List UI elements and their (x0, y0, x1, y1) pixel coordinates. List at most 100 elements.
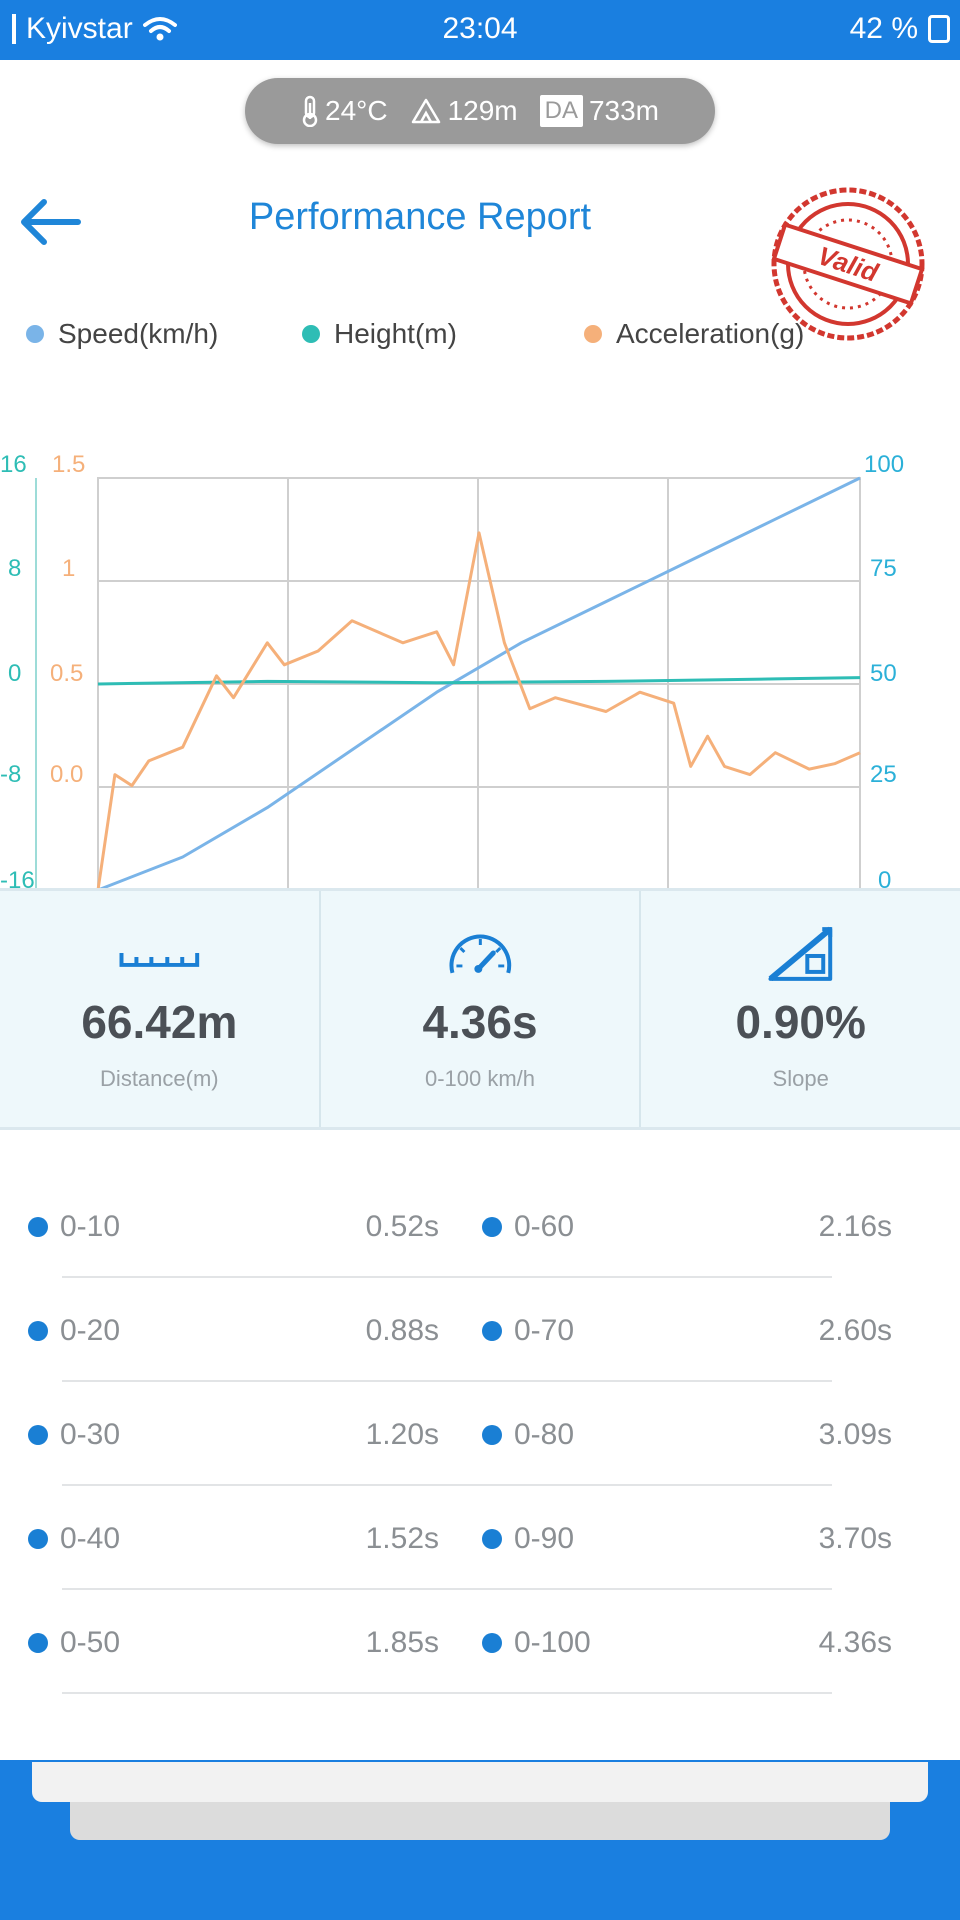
split-label-left: 0-30 (28, 1418, 120, 1452)
zero-to-hundred-value: 4.36s (422, 996, 538, 1048)
row-divider (62, 1380, 832, 1382)
split-label-left: 0-40 (28, 1522, 120, 1556)
speed-tick: 50 (870, 660, 897, 687)
speed-tick: 25 (870, 761, 897, 788)
height-tick: 16 (0, 451, 27, 478)
altitude-value: 129m (447, 95, 518, 126)
speed-series-line (97, 476, 861, 892)
split-range: 0-70 (514, 1314, 575, 1347)
chart-legend: Speed(km/h) Height(m) Acceleration(g) (0, 318, 960, 358)
split-range: 0-80 (514, 1418, 575, 1451)
acceleration-time-stat: 4.36s 0-100 km/h (318, 891, 640, 1127)
slope-label: Slope (772, 1066, 829, 1091)
split-value-left: 0.52s (365, 1210, 439, 1243)
list-item: 0-30 1.20s 0-80 3.09s (0, 1400, 960, 1504)
split-value-left: 1.20s (365, 1418, 439, 1451)
bullet-icon (482, 1217, 502, 1237)
speed-tick: 75 (870, 555, 897, 582)
bullet-icon (482, 1321, 502, 1341)
stacked-sheet-back (32, 1762, 928, 1802)
height-tick: -8 (0, 761, 21, 788)
bullet-icon (482, 1633, 502, 1653)
acceleration-tick: 0.0 (50, 761, 83, 788)
speed-tick: 0 (878, 867, 891, 894)
row-divider (62, 1276, 832, 1278)
split-value-right: 3.09s (818, 1418, 892, 1451)
clock: 23:04 (442, 12, 518, 45)
row-divider (62, 1484, 832, 1486)
slope-value: 0.90% (735, 996, 866, 1048)
stacked-sheet-back-2 (70, 1802, 890, 1840)
row-divider (62, 1588, 832, 1590)
density-altitude-badge: DA (539, 95, 583, 127)
legend-height-label: Height(m) (334, 318, 457, 349)
split-value-left: 0.88s (365, 1314, 439, 1347)
split-times-list: 0-10 0.52s 0-60 2.16s 0-20 0.88s 0-70 2.… (0, 1192, 960, 1712)
distance-value: 66.42m (81, 996, 238, 1048)
arrow-left-icon (21, 199, 81, 245)
height-tick: 0 (8, 660, 21, 687)
split-range: 0-90 (514, 1522, 575, 1555)
split-value-right: 2.60s (818, 1314, 892, 1347)
split-label-left: 0-50 (28, 1626, 120, 1660)
battery-percent: 42 % (849, 12, 918, 45)
split-value-left: 1.52s (365, 1522, 439, 1555)
conditions-pill: 24°C 129m DA 733m (245, 78, 715, 144)
height-tick: 8 (8, 555, 21, 582)
legend-acceleration-label: Acceleration(g) (616, 318, 805, 349)
list-item: 0-10 0.52s 0-60 2.16s (0, 1192, 960, 1296)
split-value-left: 1.85s (365, 1626, 439, 1659)
distance-stat: 66.42m Distance(m) (0, 891, 319, 1127)
split-range: 0-100 (514, 1626, 591, 1659)
status-bar: Kyivstar 23:04 42 % (0, 0, 960, 60)
page-title: Performance Report (248, 196, 592, 238)
bullet-icon (28, 1425, 48, 1445)
series-layer (96, 476, 861, 892)
temperature-group: 24°C (301, 95, 388, 127)
battery-icon (928, 15, 950, 43)
temperature-value: 24°C (325, 95, 388, 126)
split-range: 0-30 (60, 1418, 121, 1451)
split-label-right: 0-70 (482, 1314, 574, 1348)
bullet-icon (28, 1633, 48, 1653)
bullet-icon (28, 1321, 48, 1341)
carrier-name: Kyivstar (26, 12, 133, 45)
bullet-icon (28, 1529, 48, 1549)
legend-speed: Speed(km/h) (26, 318, 218, 350)
split-value-right: 2.16s (818, 1210, 892, 1243)
split-label-left: 0-10 (28, 1210, 120, 1244)
bullet-icon (482, 1425, 502, 1445)
battery-group: 42 % (850, 12, 950, 46)
back-button[interactable] (14, 192, 84, 252)
split-range: 0-60 (514, 1210, 575, 1243)
split-range: 0-40 (60, 1522, 121, 1555)
split-label-right: 0-90 (482, 1522, 574, 1556)
split-range: 0-20 (60, 1314, 121, 1347)
bullet-icon (28, 1217, 48, 1237)
density-altitude-group: DA 733m (539, 95, 659, 127)
split-value-right: 3.70s (818, 1522, 892, 1555)
legend-speed-dot (26, 325, 44, 343)
legend-height-dot (302, 325, 320, 343)
stats-panel: 66.42m Distance(m) 4.36s 0-100 km/h 0.90… (0, 888, 960, 1130)
legend-speed-label: Speed(km/h) (58, 318, 219, 349)
thermometer-icon (302, 95, 318, 127)
height-series-line (97, 676, 861, 686)
slope-icon (768, 926, 833, 981)
row-divider (62, 1692, 832, 1694)
legend-acceleration-dot (584, 325, 602, 343)
split-label-right: 0-100 (482, 1626, 591, 1660)
list-item: 0-20 0.88s 0-70 2.60s (0, 1296, 960, 1400)
acceleration-tick: 1 (62, 555, 75, 582)
acceleration-tick: 0.5 (50, 660, 83, 687)
distance-label: Distance(m) (100, 1066, 219, 1091)
acceleration-tick: 1.5 (52, 451, 85, 478)
valid-stamp: Valid (771, 187, 925, 341)
speed-tick: 100 (864, 451, 904, 478)
density-altitude-value: 733m (588, 95, 659, 126)
legend-height: Height(m) (302, 318, 457, 350)
signal-icon (12, 14, 16, 44)
split-range: 0-10 (60, 1210, 121, 1243)
ruler-icon (119, 952, 200, 967)
slope-stat: 0.90% Slope (639, 891, 960, 1127)
